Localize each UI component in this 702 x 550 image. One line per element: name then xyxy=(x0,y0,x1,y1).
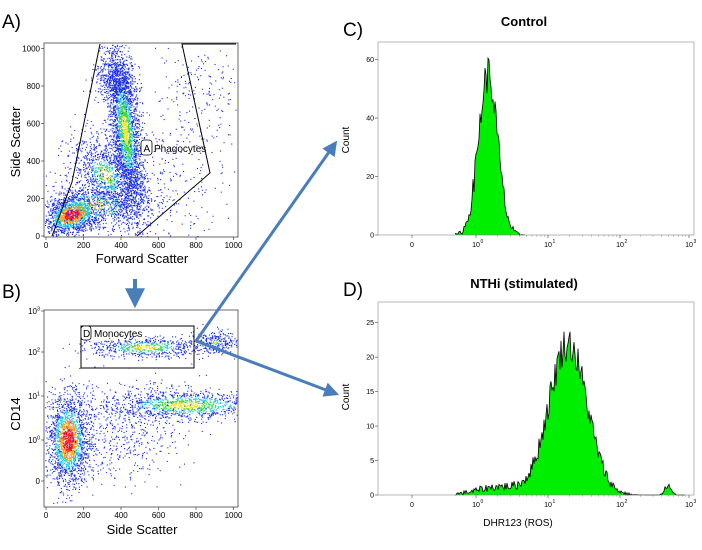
panel-d-x-tick-exponent: 3 xyxy=(694,499,697,505)
panel-d-x-tick-exponent: 0 xyxy=(481,499,484,505)
panel-d-title: NTHi (stimulated) xyxy=(470,276,578,291)
panel-c-x-tick-label: 10 xyxy=(544,242,552,249)
arrow-b-to-c xyxy=(196,145,334,341)
panel-a-x-tick-label: 800 xyxy=(189,241,203,250)
panel-d-y-tick-label: 15 xyxy=(366,389,374,396)
panel-c-label: C) xyxy=(343,20,363,41)
panel-d-y-tick-label: 5 xyxy=(370,458,374,465)
panel-c-title: Control xyxy=(501,14,547,29)
panel-d-x-tick-label: 0 xyxy=(410,502,414,509)
panel-a-x-tick-label: 400 xyxy=(114,241,128,250)
panel-d-x-tick-label: 10 xyxy=(685,502,693,509)
panel-d-x-tick-label: 10 xyxy=(616,502,624,509)
panel-b-y-tick-exponent: 2 xyxy=(37,348,40,354)
panel-d-histogram-fill xyxy=(455,332,685,495)
panel-c-y-tick-label: 40 xyxy=(366,116,374,123)
panel-a-y-tick-label: 200 xyxy=(27,195,41,204)
panel-c-histogram-fill xyxy=(455,58,525,235)
panel-b-gate-name: Monocytes xyxy=(94,329,142,340)
panel-b-gate-tag: D xyxy=(83,329,90,340)
panel-c-x-tick-label: 10 xyxy=(616,242,624,249)
panel-d-label: D) xyxy=(343,280,363,301)
panel-a-x-tick-label: 1000 xyxy=(225,241,243,250)
panel-d-y-tick-label: 10 xyxy=(366,424,374,431)
panel-b-x-label: Side Scatter xyxy=(107,522,178,537)
panel-c-y-label: Count xyxy=(341,126,352,153)
panel-b-y-tick-exponent: 3 xyxy=(37,307,40,313)
panel-c-x-tick-exponent: 3 xyxy=(694,239,697,245)
panel-b-x-tick-label: 800 xyxy=(189,511,203,520)
panel-b-label: B) xyxy=(2,282,21,303)
panel-b-x-tick-label: 400 xyxy=(114,511,128,520)
panel-a-label: A) xyxy=(2,12,21,33)
panel-d-y-tick-label: 25 xyxy=(366,320,374,327)
panel-d-histogram xyxy=(455,332,685,495)
panel-b-x-tick-label: 600 xyxy=(152,511,166,520)
arrow-b-to-d xyxy=(196,341,334,393)
panel-d-x-tick-label: 10 xyxy=(544,502,552,509)
panel-c-histogram xyxy=(455,58,525,235)
panel-a-gate-tag: A xyxy=(144,144,151,155)
panel-c-y-tick-label: 60 xyxy=(366,57,374,64)
panel-a-y-tick-label: 0 xyxy=(36,232,41,241)
panel-b-y-tick-exponent: 0 xyxy=(37,436,40,442)
panel-a-y-label: Side Scatter xyxy=(8,106,23,177)
panel-c-frame xyxy=(378,42,694,235)
panel-b-y-tick-exponent: 1 xyxy=(37,392,40,398)
panel-d-x-tick-exponent: 1 xyxy=(553,499,556,505)
panel-b-x-tick-label: 0 xyxy=(44,511,49,520)
panel-a-x-tick-label: 200 xyxy=(77,241,91,250)
panel-a-y-tick-label: 400 xyxy=(27,157,41,166)
panel-c-x-tick-label: 10 xyxy=(472,242,480,249)
panel-a-x-tick-label: 600 xyxy=(152,241,166,250)
panel-a-gate-name: Phagocytes xyxy=(154,144,206,155)
panel-d-y-tick-label: 20 xyxy=(366,355,374,362)
panel-c-x-tick-exponent: 1 xyxy=(553,239,556,245)
panel-a-x-label: Forward Scatter xyxy=(96,251,189,266)
panel-c-y-tick-label: 0 xyxy=(370,233,374,240)
panel-b-dot-plot xyxy=(45,324,238,504)
panel-b-y-label: CD14 xyxy=(8,397,23,430)
panel-d-x-tick-label: 10 xyxy=(472,502,480,509)
panel-c-x-tick-label: 10 xyxy=(685,242,693,249)
panel-d-y-label: Count xyxy=(341,383,352,410)
panel-a-y-tick-label: 1000 xyxy=(22,45,40,54)
panel-c-y-tick-label: 20 xyxy=(366,174,374,181)
panel-c-x-tick-label: 0 xyxy=(410,242,414,249)
panel-a-y-tick-label: 800 xyxy=(27,82,41,91)
panel-d-x-tick-exponent: 2 xyxy=(625,499,628,505)
panel-a-dot-plot xyxy=(45,45,237,237)
panel-a-gate-right-edge xyxy=(137,44,236,236)
panel-c-x-tick-exponent: 0 xyxy=(481,239,484,245)
panel-c-x-tick-exponent: 2 xyxy=(625,239,628,245)
panel-b-x-tick-label: 1000 xyxy=(225,511,243,520)
panel-b-x-tick-label: 200 xyxy=(77,511,91,520)
panel-a-x-tick-label: 0 xyxy=(44,241,49,250)
panel-b-y-tick-label: 0 xyxy=(36,477,41,486)
panel-d-x-label: DHR123 (ROS) xyxy=(483,518,552,529)
panel-a-y-tick-label: 600 xyxy=(27,120,41,129)
panel-d-y-tick-label: 0 xyxy=(370,493,374,500)
